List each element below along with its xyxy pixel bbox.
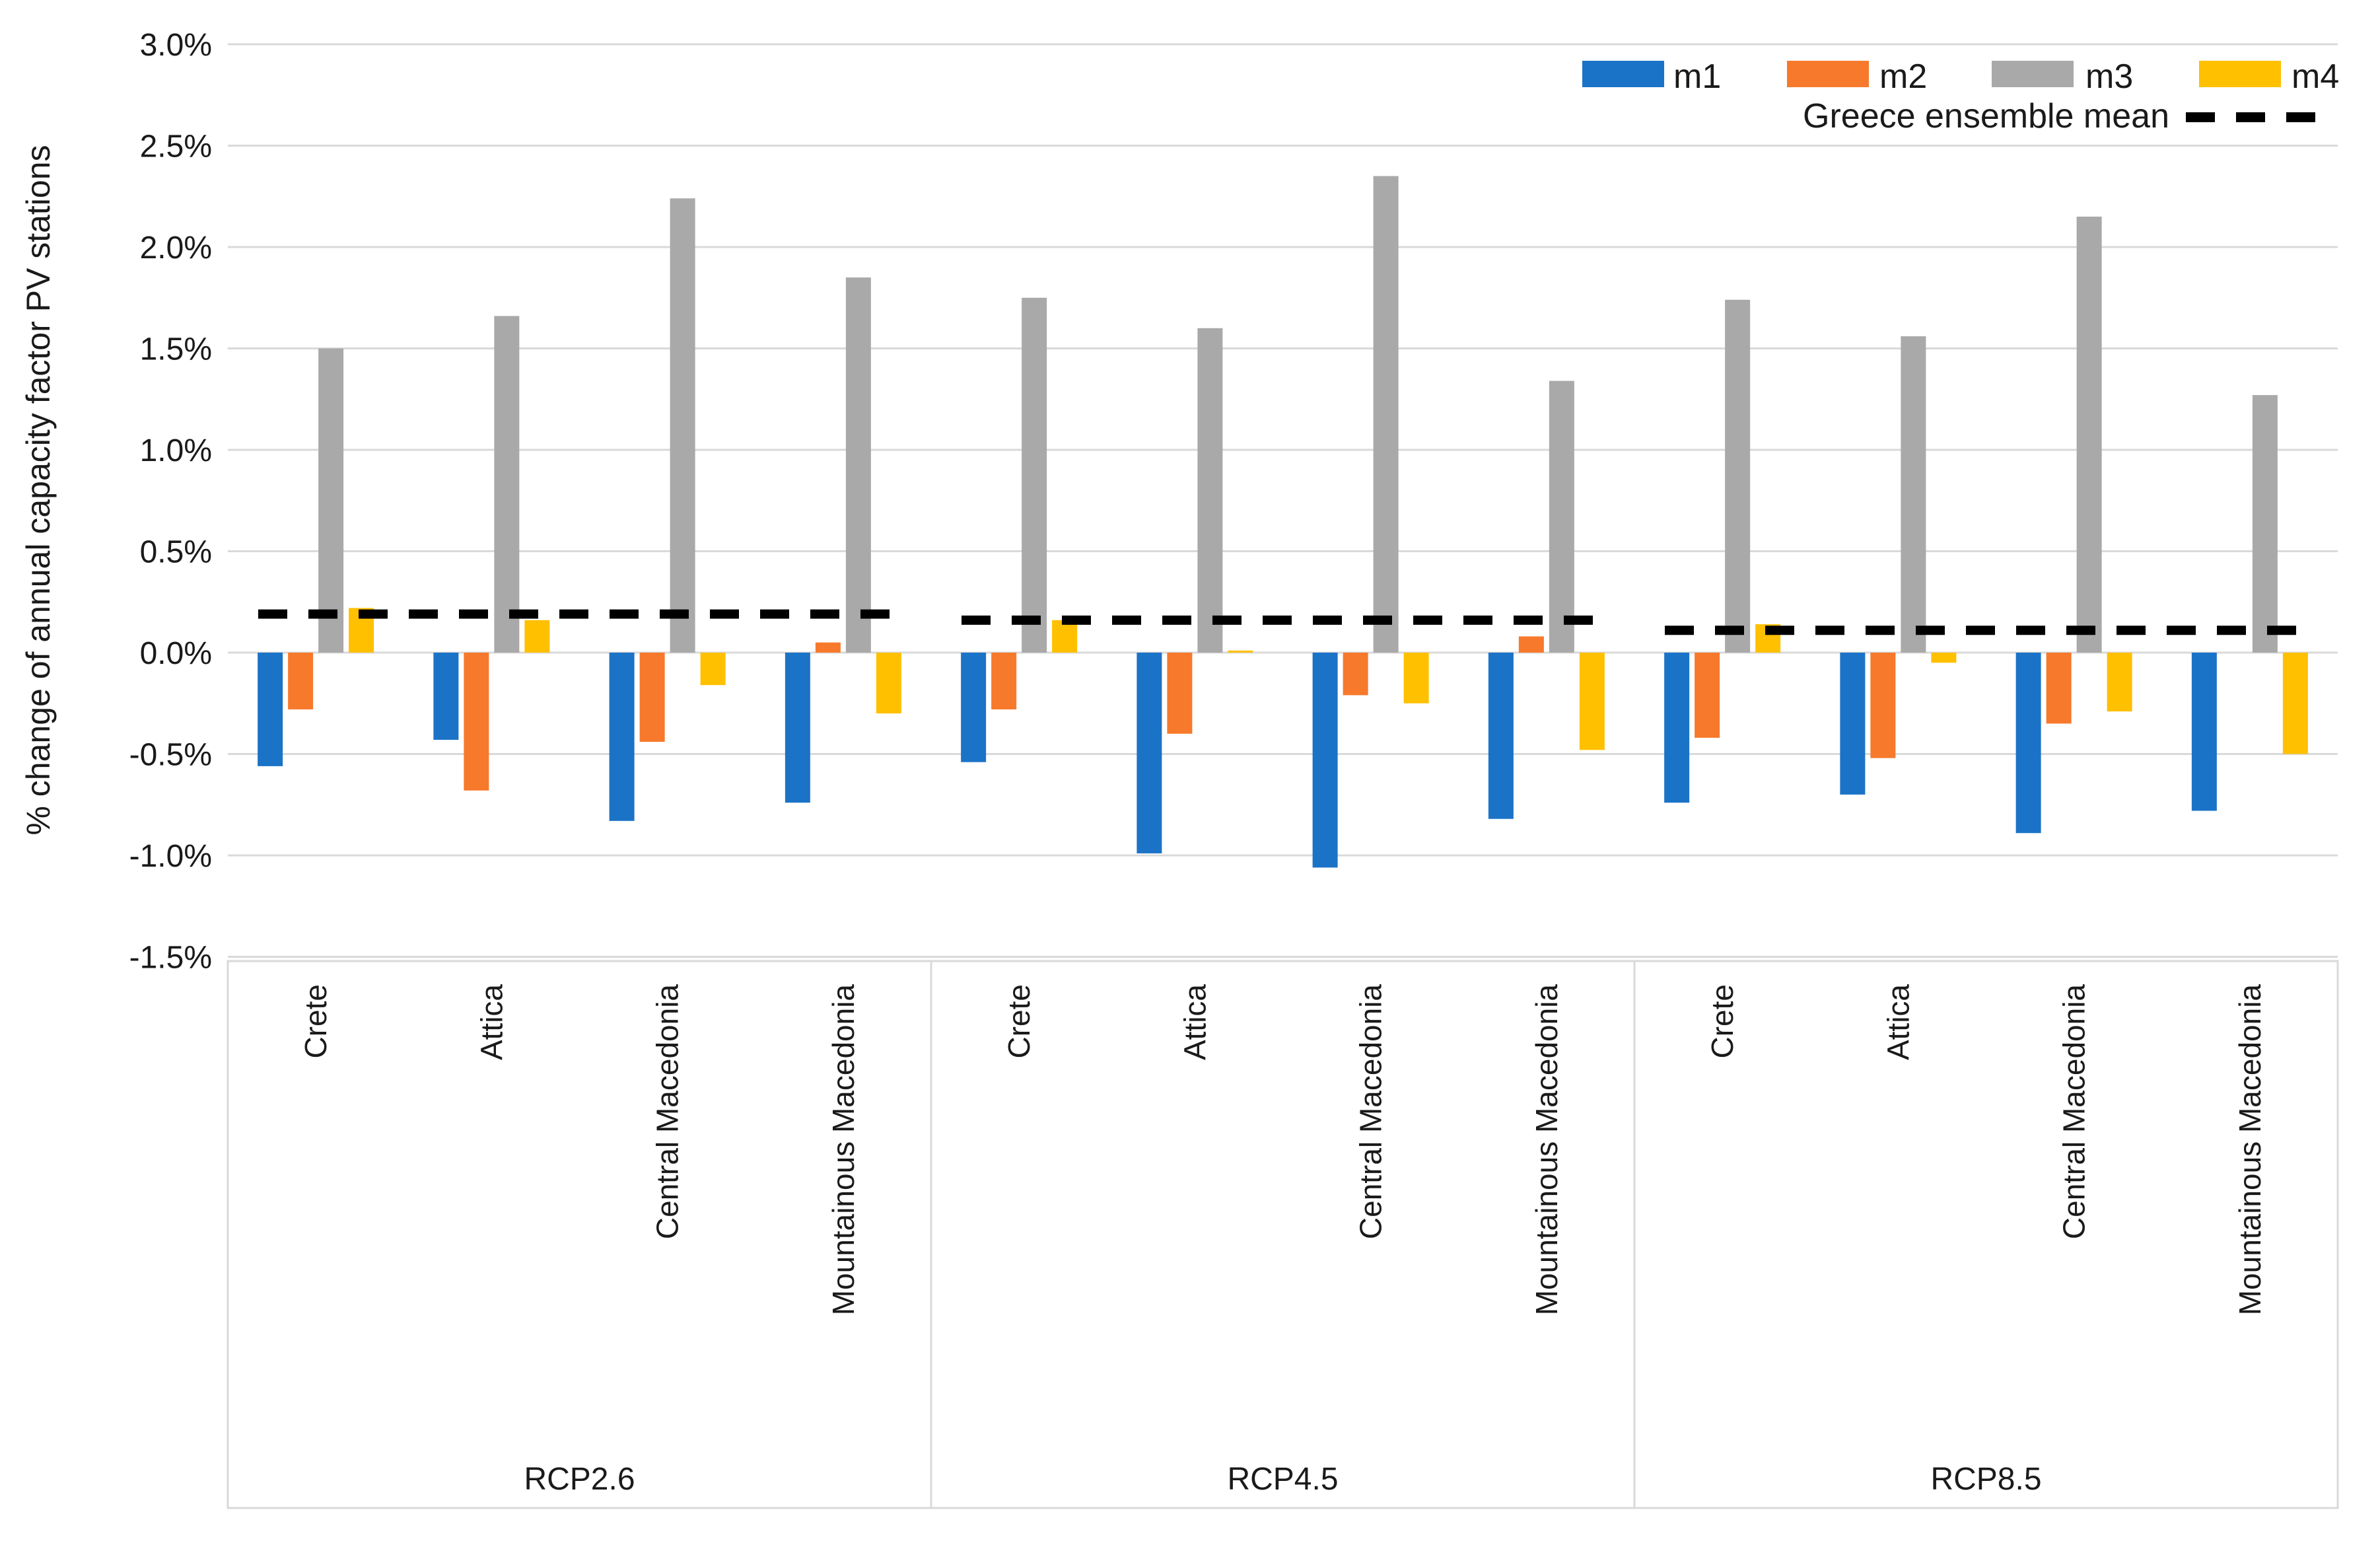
x-scenario-label-RCP4.5: RCP4.5 (1227, 1462, 1338, 1497)
y-tick-0.0%: 0.0% (140, 636, 212, 671)
bar-m3-Attica-RCP2.6 (494, 316, 520, 653)
bar-m4-Mountainous Macedonia-RCP8.5 (2282, 653, 2308, 754)
bar-m4-Attica-RCP2.6 (524, 620, 550, 653)
y-tick-1.0%: 1.0% (140, 433, 212, 468)
bar-m4-Central Macedonia-RCP8.5 (2107, 653, 2132, 712)
bar-m1-Attica-RCP8.5 (1840, 653, 1866, 795)
bar-m2-Crete-RCP8.5 (1695, 653, 1720, 738)
bar-m1-Central Macedonia-RCP2.6 (609, 653, 635, 821)
x-scenario-label-RCP8.5: RCP8.5 (1930, 1462, 2041, 1497)
legend-swatch-m4-icon (2199, 61, 2281, 87)
legend-label-ensemble-mean: Greece ensemble mean (1803, 97, 2169, 135)
y-tick-1.5%: 1.5% (140, 332, 212, 367)
bar-m2-Crete-RCP2.6 (288, 653, 314, 709)
x-label-Crete-RCP8.5: Crete (1705, 984, 1739, 1058)
bar-m1-Crete-RCP2.6 (258, 653, 283, 766)
x-label-Crete-RCP4.5: Crete (1002, 984, 1036, 1058)
bar-m1-Attica-RCP4.5 (1137, 653, 1162, 853)
bar-m2-Attica-RCP8.5 (1870, 653, 1896, 758)
bar-m4-Central Macedonia-RCP2.6 (700, 653, 726, 686)
bar-m3-Mountainous Macedonia-RCP4.5 (1549, 380, 1574, 653)
bar-m4-Mountainous Macedonia-RCP2.6 (876, 653, 901, 714)
y-tick--1.5%: -1.5% (129, 941, 212, 976)
bar-m4-Attica-RCP8.5 (1931, 653, 1957, 663)
bar-m1-Attica-RCP2.6 (433, 653, 459, 740)
bar-m3-Mountainous Macedonia-RCP2.6 (845, 277, 871, 653)
x-label-Mountainous Macedonia-RCP2.6: Mountainous Macedonia (826, 984, 860, 1316)
bar-m2-Central Macedonia-RCP4.5 (1343, 653, 1368, 696)
bar-m3-Attica-RCP8.5 (1901, 336, 1926, 653)
bar-m2-Mountainous Macedonia-RCP2.6 (815, 642, 841, 653)
bar-m1-Mountainous Macedonia-RCP8.5 (2191, 653, 2217, 811)
y-tick-2.0%: 2.0% (140, 231, 212, 266)
bar-m1-Mountainous Macedonia-RCP4.5 (1488, 653, 1514, 819)
bar-m4-Attica-RCP4.5 (1228, 650, 1253, 653)
bar-m2-Mountainous Macedonia-RCP4.5 (1518, 636, 1544, 653)
x-label-Attica-RCP4.5: Attica (1177, 984, 1212, 1060)
bar-m1-Central Macedonia-RCP4.5 (1312, 653, 1338, 868)
bar-m1-Crete-RCP8.5 (1664, 653, 1690, 803)
bar-m2-Attica-RCP4.5 (1167, 653, 1193, 734)
bar-m4-Central Macedonia-RCP4.5 (1403, 653, 1429, 703)
x-label-Central Macedonia-RCP2.6: Central Macedonia (650, 984, 685, 1240)
bar-m2-Attica-RCP2.6 (464, 653, 489, 791)
x-label-Mountainous Macedonia-RCP8.5: Mountainous Macedonia (2233, 984, 2267, 1316)
bar-m3-Central Macedonia-RCP4.5 (1373, 176, 1399, 653)
bar-m2-Crete-RCP4.5 (991, 653, 1017, 709)
legend-label-m1: m1 (1673, 57, 1722, 96)
bar-m4-Mountainous Macedonia-RCP4.5 (1579, 653, 1605, 750)
bar-m1-Mountainous Macedonia-RCP2.6 (785, 653, 810, 803)
bar-m3-Crete-RCP8.5 (1725, 299, 1751, 653)
bar-m3-Crete-RCP2.6 (318, 348, 344, 653)
legend-swatch-m3-icon (1992, 61, 2074, 87)
bar-m2-Central Macedonia-RCP2.6 (639, 653, 665, 742)
x-label-Attica-RCP2.6: Attica (474, 984, 508, 1060)
legend-label-m2: m2 (1879, 57, 1928, 96)
y-tick-0.5%: 0.5% (140, 535, 212, 570)
legend-swatch-m1-icon (1582, 61, 1664, 87)
dashed-line-icon (2186, 112, 2326, 122)
bar-m3-Central Macedonia-RCP8.5 (2076, 216, 2102, 653)
y-tick--1.0%: -1.0% (129, 839, 212, 874)
y-tick-3.0%: 3.0% (140, 28, 212, 63)
category-axis-box (227, 960, 2339, 1509)
y-tick--0.5%: -0.5% (129, 738, 212, 773)
legend-swatch-m2-icon (1787, 61, 1869, 87)
y-tick-2.5%: 2.5% (140, 129, 212, 164)
bar-m4-Crete-RCP4.5 (1052, 620, 1078, 653)
x-label-Crete-RCP2.6: Crete (298, 984, 333, 1058)
legend-label-m4: m4 (2292, 57, 2340, 96)
x-label-Attica-RCP8.5: Attica (1881, 984, 1915, 1060)
bar-m2-Central Macedonia-RCP8.5 (2046, 653, 2072, 724)
bar-m3-Central Macedonia-RCP2.6 (670, 198, 695, 653)
x-label-Central Macedonia-RCP8.5: Central Macedonia (2057, 984, 2091, 1240)
bar-m3-Attica-RCP4.5 (1197, 328, 1223, 653)
x-label-Mountainous Macedonia-RCP4.5: Mountainous Macedonia (1529, 984, 1564, 1316)
bar-m1-Central Macedonia-RCP8.5 (2015, 653, 2041, 834)
y-axis-title: % change of annual capacity factor PV st… (20, 145, 57, 836)
bar-m1-Crete-RCP4.5 (961, 653, 987, 762)
x-label-Central Macedonia-RCP4.5: Central Macedonia (1354, 984, 1388, 1240)
bar-m3-Crete-RCP4.5 (1022, 297, 1047, 653)
bar-m3-Mountainous Macedonia-RCP8.5 (2252, 395, 2278, 653)
legend-label-m3: m3 (2085, 57, 2134, 96)
x-scenario-label-RCP2.6: RCP2.6 (524, 1462, 635, 1497)
